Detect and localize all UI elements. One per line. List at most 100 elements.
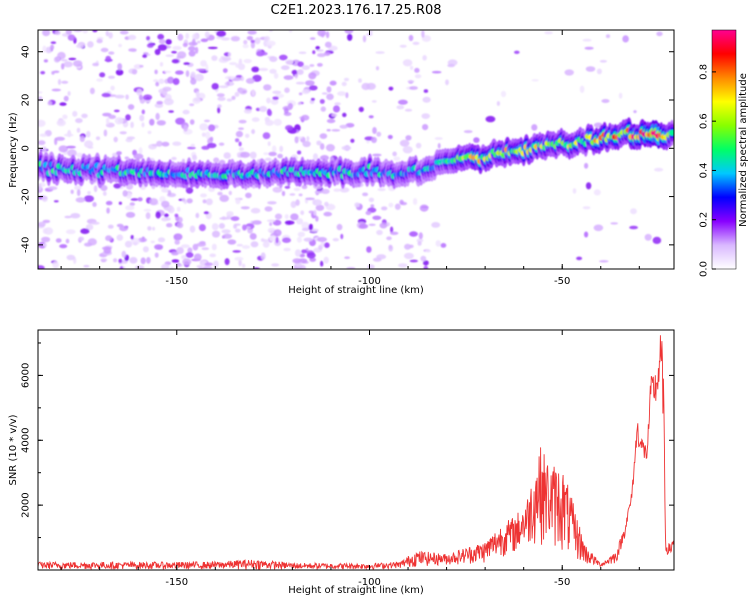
noise-speck (295, 199, 300, 206)
noise-speck (601, 99, 610, 103)
spectrogram-marks (38, 30, 674, 269)
noise-speck (576, 256, 583, 261)
noise-speck (371, 136, 377, 144)
noise-speck (175, 70, 184, 75)
noise-speck (54, 30, 61, 35)
noise-speck (138, 147, 143, 155)
noise-speck (272, 186, 283, 193)
noise-speck (233, 224, 238, 229)
noise-speck (309, 257, 317, 262)
noise-speck (238, 127, 244, 130)
noise-speck (137, 197, 143, 202)
noise-speck (146, 36, 151, 41)
noise-speck (266, 40, 276, 47)
noise-speck (440, 243, 447, 248)
noise-speck (38, 265, 45, 269)
noise-speck (317, 53, 326, 58)
noise-speck (162, 86, 172, 92)
y-tick-label: 6000 (21, 363, 32, 388)
noise-speck (274, 213, 283, 220)
noise-speck (250, 241, 259, 248)
noise-speck (644, 233, 652, 241)
noise-speck (323, 256, 329, 264)
noise-speck (192, 154, 197, 161)
noise-speck (167, 206, 175, 214)
noise-speck (295, 81, 305, 85)
noise-speck (211, 243, 217, 251)
noise-speck (298, 92, 303, 96)
noise-speck (267, 227, 276, 234)
noise-speck (139, 114, 145, 122)
noise-speck (70, 213, 81, 219)
noise-speck (166, 223, 173, 228)
noise-speck (447, 63, 455, 68)
noise-speck (58, 145, 69, 153)
noise-speck (544, 31, 553, 35)
noise-speck (585, 182, 592, 190)
y-tick-label: -40 (21, 237, 32, 253)
noise-speck (423, 265, 429, 269)
noise-speck (372, 153, 382, 157)
noise-speck (108, 114, 116, 119)
noise-speck (605, 34, 611, 39)
noise-speck (53, 70, 60, 74)
noise-speck (212, 230, 220, 238)
noise-speck (298, 51, 307, 55)
noise-speck (67, 91, 71, 96)
noise-speck (232, 250, 241, 253)
noise-speck (127, 104, 135, 110)
noise-speck (297, 150, 302, 155)
noise-speck (119, 265, 124, 269)
noise-speck (297, 231, 306, 238)
noise-speck (325, 31, 330, 39)
noise-speck (128, 48, 137, 52)
noise-speck (171, 259, 180, 263)
noise-speck (59, 244, 68, 249)
noise-speck (272, 96, 279, 100)
noise-speck (142, 54, 148, 58)
noise-speck (103, 129, 108, 137)
noise-speck (195, 213, 199, 218)
noise-speck (273, 229, 282, 237)
noise-speck (207, 46, 218, 50)
noise-speck (125, 94, 129, 100)
noise-speck (572, 188, 577, 194)
noise-speck (585, 66, 596, 72)
noise-speck (121, 250, 127, 258)
noise-speck (73, 60, 83, 67)
noise-speck (271, 263, 280, 267)
noise-speck (362, 192, 369, 197)
noise-speck (238, 88, 248, 95)
noise-speck (165, 217, 171, 221)
noise-speck (167, 76, 175, 84)
noise-speck (217, 96, 226, 101)
noise-speck (270, 98, 279, 105)
noise-speck (277, 153, 283, 159)
noise-speck (303, 237, 313, 242)
colorbar-axis: 0.0 0.2 0.4 0.6 0.8 (699, 64, 716, 277)
noise-speck (301, 114, 310, 121)
noise-speck (146, 43, 154, 48)
noise-speck (235, 138, 240, 143)
colorbar-gradient (711, 29, 737, 270)
noise-speck (265, 157, 272, 162)
noise-speck (336, 223, 343, 231)
noise-speck (205, 198, 213, 206)
noise-speck (399, 44, 407, 48)
noise-speck (320, 106, 326, 112)
noise-speck (437, 143, 441, 149)
noise-speck (249, 233, 257, 240)
noise-speck (164, 70, 172, 74)
noise-speck (656, 31, 663, 37)
noise-speck (130, 198, 139, 201)
noise-speck (147, 130, 152, 135)
spectrogram-axes: -150 -100 -50 -40 -20 0 20 40 (21, 30, 674, 287)
noise-speck (245, 192, 252, 199)
noise-speck (176, 206, 181, 212)
noise-speck (301, 221, 310, 230)
noise-speck (171, 156, 177, 161)
noise-speck (390, 226, 394, 233)
noise-speck (101, 92, 111, 98)
noise-speck (249, 151, 257, 159)
noise-speck (220, 56, 226, 59)
